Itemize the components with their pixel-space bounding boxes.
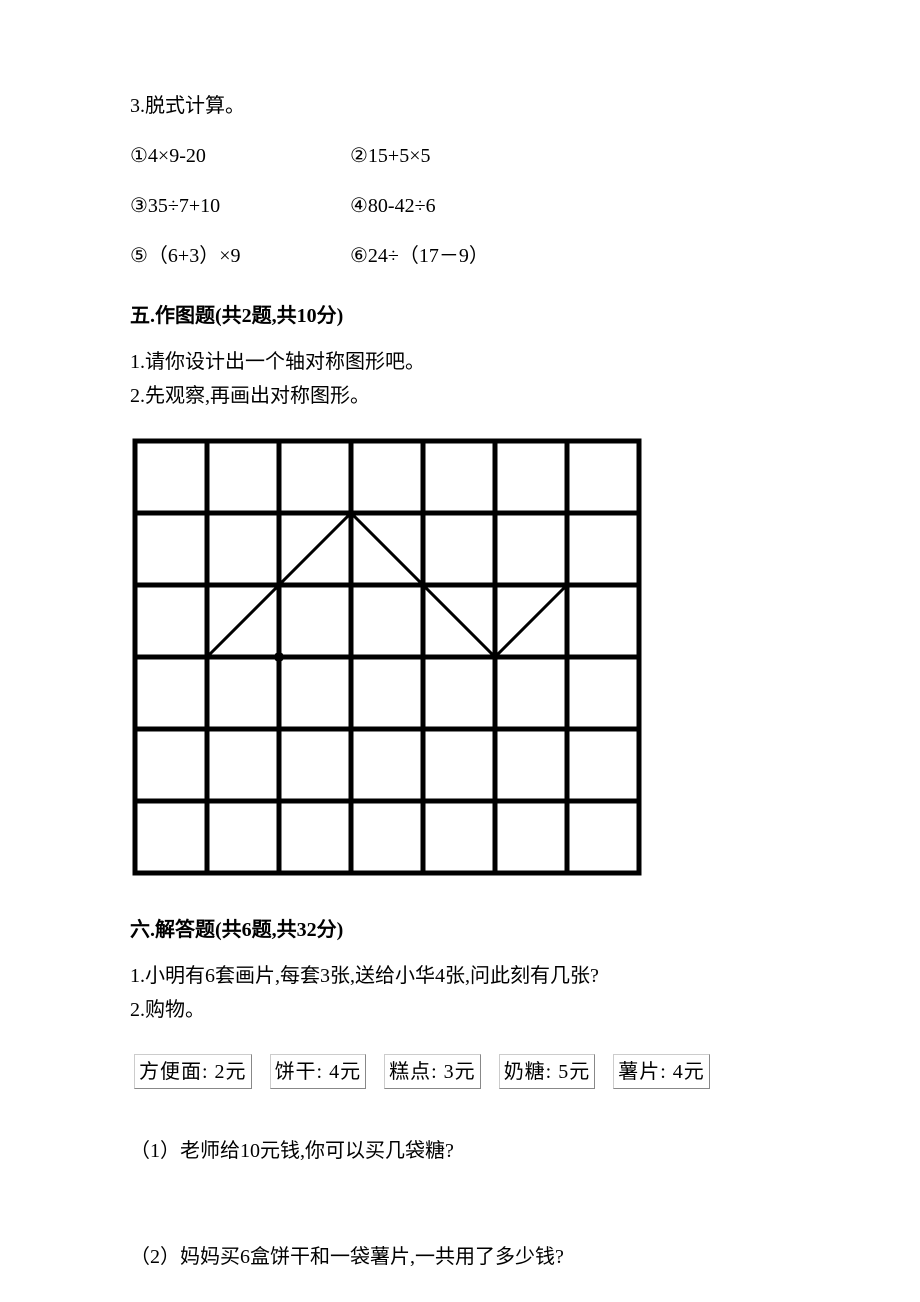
grid-svg: [130, 436, 644, 878]
price-item-4: 奶糖: 5元: [499, 1054, 596, 1089]
question-3-row-2: ③35÷7+10 ④80-42÷6: [130, 190, 820, 222]
price-item-2: 饼干: 4元: [270, 1054, 367, 1089]
question-3-row-1: ①4×9-20 ②15+5×5: [130, 140, 820, 172]
section-6-q2: 2.购物。: [130, 994, 820, 1026]
section-6-sub1: （1）老师给10元钱,你可以买几袋糖?: [130, 1135, 820, 1167]
question-3: 3.脱式计算。 ①4×9-20 ②15+5×5 ③35÷7+10 ④80-42÷…: [130, 90, 820, 272]
section-6-q1: 1.小明有6套画片,每套3张,送给小华4张,问此刻有几张?: [130, 960, 820, 992]
price-row: 方便面: 2元 饼干: 4元 糕点: 3元 奶糖: 5元 薯片: 4元: [134, 1054, 820, 1089]
question-3-row-3: ⑤（6+3）×9 ⑥24÷（17－9）: [130, 240, 820, 272]
q3-item-2: ②15+5×5: [350, 140, 570, 172]
q3-item-5: ⑤（6+3）×9: [130, 240, 310, 272]
section-5-q1: 1.请你设计出一个轴对称图形吧。: [130, 346, 820, 378]
section-5-q2: 2.先观察,再画出对称图形。: [130, 380, 820, 412]
section-6-header: 六.解答题(共6题,共32分): [130, 914, 820, 946]
section-6-sub2: （2）妈妈买6盒饼干和一袋薯片,一共用了多少钱?: [130, 1241, 820, 1273]
section-6-questions: 1.小明有6套画片,每套3张,送给小华4张,问此刻有几张? 2.购物。: [130, 960, 820, 1026]
question-3-title: 3.脱式计算。: [130, 90, 820, 122]
symmetry-grid-figure: [130, 436, 820, 878]
section-5-header: 五.作图题(共2题,共10分): [130, 300, 820, 332]
q3-item-1: ①4×9-20: [130, 140, 310, 172]
price-item-1: 方便面: 2元: [134, 1054, 252, 1089]
q3-item-4: ④80-42÷6: [350, 190, 570, 222]
section-5-questions: 1.请你设计出一个轴对称图形吧。 2.先观察,再画出对称图形。: [130, 346, 820, 412]
q3-item-6: ⑥24÷（17－9）: [350, 240, 570, 272]
q3-item-3: ③35÷7+10: [130, 190, 310, 222]
price-item-5: 薯片: 4元: [613, 1054, 710, 1089]
price-item-3: 糕点: 3元: [384, 1054, 481, 1089]
